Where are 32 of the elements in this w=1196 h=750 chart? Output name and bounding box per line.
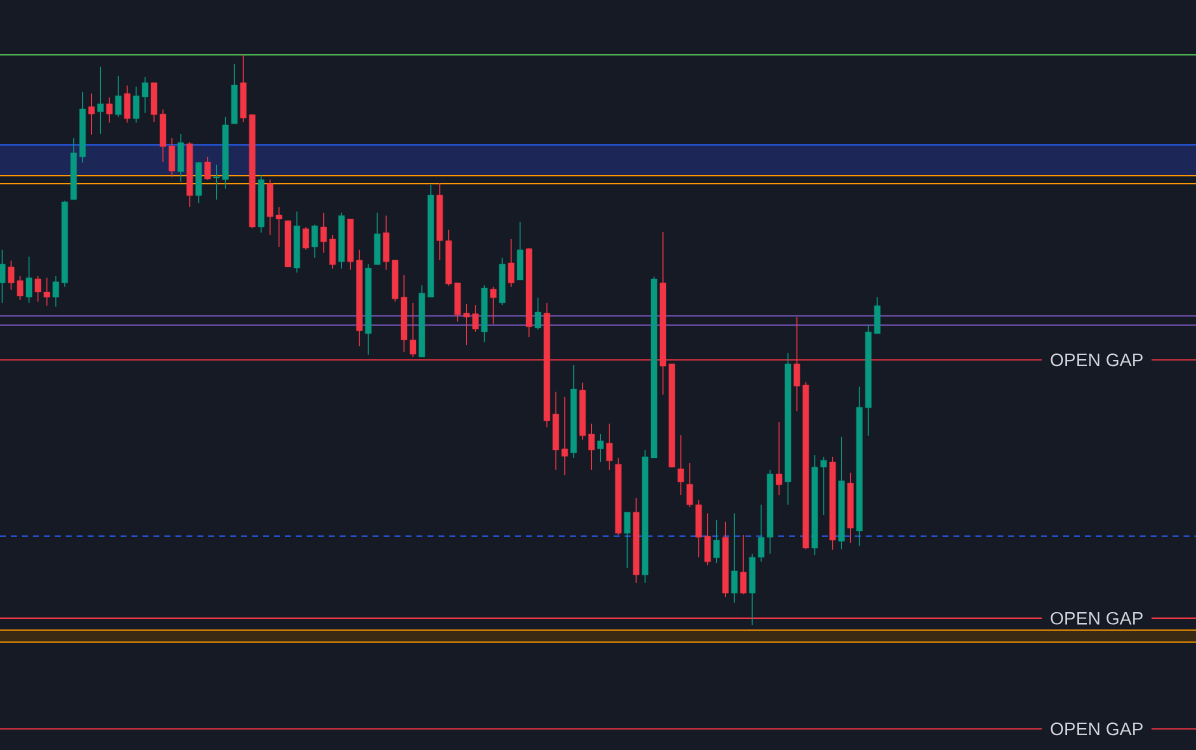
candlestick <box>463 303 470 346</box>
candlestick <box>677 434 684 496</box>
candlestick <box>606 423 613 471</box>
candlestick <box>115 75 122 118</box>
candlestick <box>713 519 720 564</box>
candlestick <box>88 93 95 136</box>
candlestick <box>731 512 738 604</box>
candlestick <box>97 66 104 135</box>
candlestick <box>25 256 33 304</box>
candlestick <box>311 224 318 259</box>
ref-line-label: OPEN GAP <box>1050 353 1143 367</box>
candlestick <box>52 275 59 308</box>
candlestick <box>213 164 220 201</box>
candlestick <box>320 212 327 254</box>
candlestick <box>597 433 604 463</box>
candlestick <box>775 421 783 496</box>
candlestick <box>472 304 479 333</box>
candlestick <box>534 297 542 331</box>
candlestick <box>106 97 113 124</box>
ref-line-label: OPEN GAP <box>1050 611 1143 625</box>
candlestick <box>820 456 827 516</box>
candlestick <box>588 423 595 471</box>
candlestick <box>624 511 631 569</box>
ref-line-label: OPEN GAP <box>1050 722 1143 736</box>
candlestick <box>561 396 568 476</box>
candlestick <box>204 156 211 181</box>
candlestick <box>740 534 747 595</box>
candlestick <box>686 462 693 508</box>
candlestick <box>0 249 6 304</box>
candlestick <box>507 238 515 288</box>
candlestick <box>490 286 497 325</box>
candlestick <box>302 226 309 251</box>
